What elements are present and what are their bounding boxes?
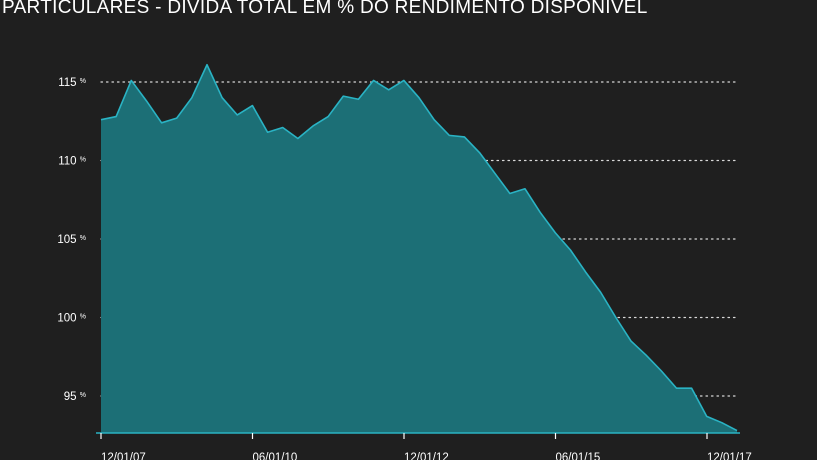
y-axis: 95 % 100 % 105 % 110 % 115 % (57, 77, 86, 403)
y-tick-label: 115 % (58, 77, 86, 89)
y-tick-label: 105 % (57, 234, 86, 246)
y-tick-label: 100 % (57, 313, 86, 325)
area-fill (101, 64, 737, 433)
x-tick-label: 06/01/10 (253, 452, 298, 460)
x-tick-label: 12/01/17 (707, 452, 752, 460)
y-tick-label: 95 % (64, 391, 86, 403)
y-tick-label: 110 % (58, 156, 86, 168)
chart-title: PARTICULARES - DÍVIDA TOTAL EM % DO REND… (2, 0, 648, 18)
x-axis: 12/01/07 06/01/10 12/01/12 06/01/15 12/01/17 (96, 432, 752, 460)
x-tick-label: 06/01/15 (556, 452, 601, 460)
x-tick-label: 12/01/07 (101, 452, 146, 460)
series-line (100, 63, 738, 432)
x-tick-label: 12/01/12 (404, 452, 449, 460)
